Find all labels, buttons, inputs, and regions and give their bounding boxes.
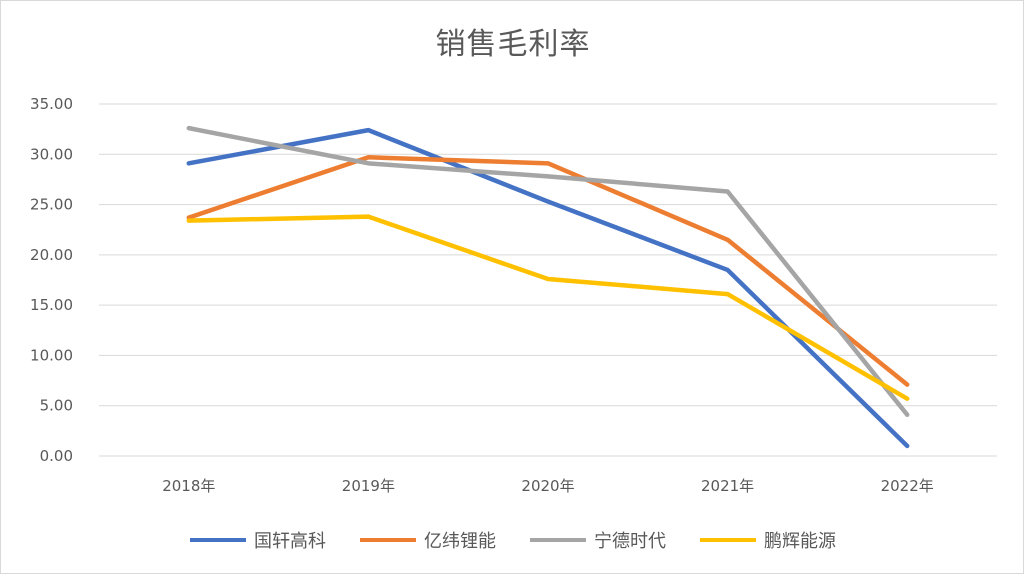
- legend-label: 宁德时代: [594, 531, 666, 552]
- y-tick-label: 25.00: [30, 196, 73, 214]
- y-tick-label: 15.00: [30, 296, 73, 314]
- y-tick-label: 10.00: [30, 346, 73, 364]
- x-tick-label: 2018年: [162, 477, 215, 495]
- series-line-3: [186, 125, 910, 418]
- x-tick-label: 2022年: [881, 477, 934, 495]
- y-tick-label: 35.00: [30, 95, 73, 113]
- x-tick-label: 2021年: [701, 477, 754, 495]
- x-tick-label: 2019年: [342, 477, 395, 495]
- legend-swatch: [190, 538, 246, 542]
- y-tick-label: 0.00: [40, 447, 73, 465]
- legend-label: 国轩高科: [254, 531, 326, 552]
- legend-swatch: [530, 538, 586, 542]
- legend-item: 亿纬锂能: [360, 527, 496, 553]
- legend-swatch: [700, 538, 756, 542]
- y-tick-label: 20.00: [30, 246, 73, 264]
- y-tick-label: 5.00: [40, 397, 73, 415]
- series-line-4: [186, 214, 910, 401]
- legend-item: 宁德时代: [530, 527, 666, 553]
- legend-item: 鹏辉能源: [700, 527, 836, 553]
- legend-item: 国轩高科: [190, 527, 326, 553]
- legend-label: 亿纬锂能: [424, 531, 496, 552]
- legend: 国轩高科 亿纬锂能 宁德时代 鹏辉能源: [1, 527, 1024, 553]
- y-tick-label: 30.00: [30, 145, 73, 163]
- x-tick-label: 2020年: [521, 477, 574, 495]
- series-line-2: [186, 155, 910, 387]
- legend-label: 鹏辉能源: [764, 531, 836, 552]
- legend-swatch: [360, 538, 416, 542]
- chart-title: 销售毛利率: [435, 27, 591, 62]
